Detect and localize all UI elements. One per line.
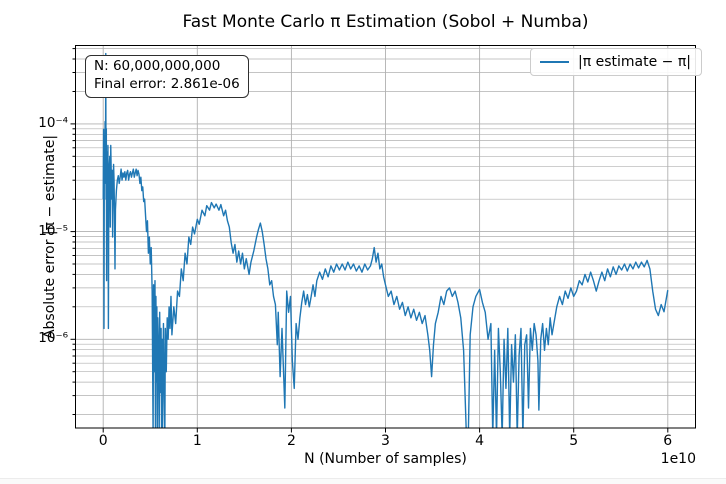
x-tick-label: 2 — [286, 433, 296, 449]
grid-lines — [75, 45, 696, 428]
y-tick-label: 10⁻⁶ — [38, 330, 68, 347]
legend-label: |π estimate − π| — [578, 54, 691, 70]
x-tick-label: 5 — [569, 433, 579, 449]
legend-box: |π estimate − π| — [530, 48, 702, 76]
x-tick-label: 4 — [475, 433, 485, 449]
chart-title: Fast Monte Carlo π Estimation (Sobol + N… — [182, 12, 589, 32]
error-line-series — [102, 52, 669, 428]
axes-spines — [75, 45, 696, 429]
x-tick-label: 3 — [381, 433, 390, 449]
window-bottom-strip — [0, 478, 726, 484]
legend-line-swatch — [540, 61, 569, 63]
tick-marks — [70, 48, 669, 433]
annotation-line-2: Final error: 2.861e-06 — [94, 75, 240, 92]
x-tick-label: 6 — [663, 433, 673, 449]
x-tick-label: 0 — [98, 433, 108, 449]
y-tick-label: 10⁻⁴ — [38, 114, 68, 131]
x-axis-label: N (Number of samples) — [304, 451, 467, 467]
x-tick-label: 1 — [192, 433, 202, 449]
y-tick-label: 10⁻⁵ — [38, 222, 68, 239]
x-axis-offset-label: 1e10 — [660, 451, 696, 467]
annotation-box: N: 60,000,000,000 Final error: 2.861e-06 — [85, 55, 249, 98]
annotation-line-1: N: 60,000,000,000 — [94, 58, 221, 74]
